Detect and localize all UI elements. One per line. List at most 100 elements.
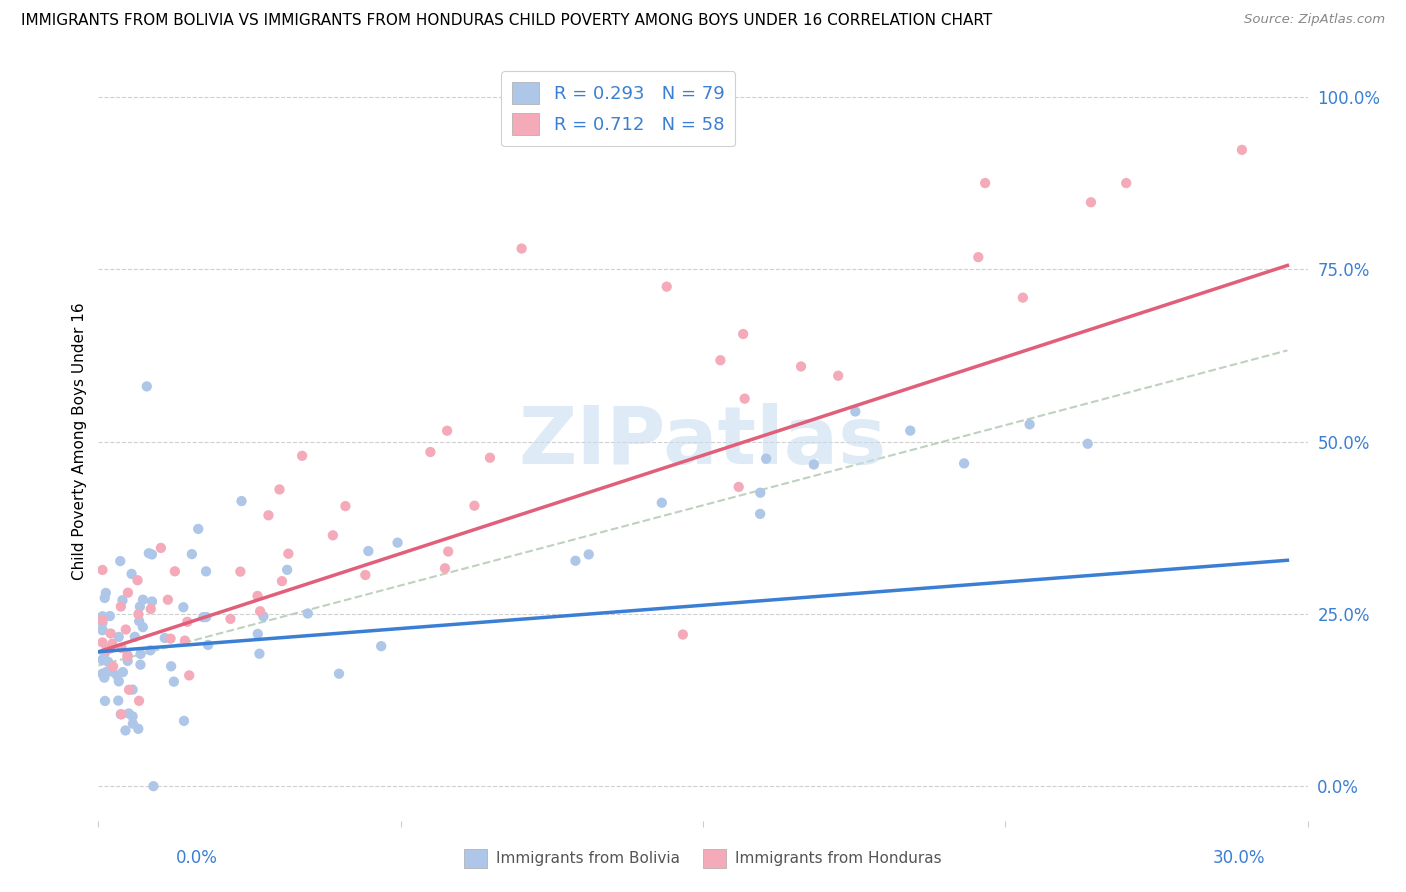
Point [128,694,150,708]
Point [163,674,186,689]
Point [114,623,136,637]
Point [91,609,114,624]
Point [709,353,731,368]
Point [129,657,152,672]
Point [121,682,143,697]
Point [153,631,176,645]
Text: IMMIGRANTS FROM BOLIVIA VS IMMIGRANTS FROM HONDURAS CHILD POVERTY AMONG BOYS UND: IMMIGRANTS FROM BOLIVIA VS IMMIGRANTS FR… [21,13,993,29]
Point [827,368,849,383]
Point [96,643,118,657]
Point [91,563,114,577]
Point [132,592,155,607]
Point [727,480,749,494]
Point [437,544,460,558]
Point [135,379,157,393]
Point [173,633,195,648]
Point [110,707,132,722]
Point [195,565,218,579]
Point [127,574,149,588]
Point [114,723,136,738]
Point [419,445,441,459]
Point [510,242,533,256]
Point [107,630,129,644]
Point [91,615,114,630]
Point [463,499,485,513]
Point [160,659,183,673]
Point [246,627,269,641]
Point [118,682,141,697]
Point [127,607,149,621]
Point [98,609,121,624]
Point [655,279,678,293]
Point [91,666,114,681]
Point [176,615,198,629]
Point [297,607,319,621]
Point [107,693,129,707]
Point [139,643,162,657]
Point [173,714,195,728]
Point [132,620,155,634]
Point [249,647,271,661]
Point [139,602,162,616]
Point [117,649,139,664]
Point [252,609,274,624]
Point [179,668,201,682]
Point [291,449,314,463]
Point [172,600,194,615]
Point [124,630,146,644]
Point [749,507,772,521]
Point [1018,417,1040,432]
Point [249,604,271,618]
Point [141,594,163,608]
Point [322,528,344,542]
Point [128,614,150,628]
Point [101,637,124,651]
Point [219,612,242,626]
Point [110,640,132,655]
Point [1011,291,1033,305]
Point [129,647,152,661]
Point [193,610,215,624]
Point [100,626,122,640]
Point [149,541,172,555]
Point [97,655,120,669]
Point [91,613,114,627]
Point [117,654,139,668]
Point [197,638,219,652]
Point [93,591,115,605]
Point [1115,176,1137,190]
Point [844,404,866,418]
Point [195,610,218,624]
Point [478,450,501,465]
Point [328,666,350,681]
Legend: Immigrants from Bolivia, Immigrants from Honduras: Immigrants from Bolivia, Immigrants from… [458,843,948,873]
Point [357,544,380,558]
Point [433,561,456,575]
Point [91,653,114,667]
Point [436,424,458,438]
Point [1230,143,1253,157]
Point [94,586,117,600]
Point [91,635,114,649]
Point [387,535,409,549]
Point [953,456,976,470]
Point [651,496,673,510]
Point [672,627,695,641]
Text: Source: ZipAtlas.com: Source: ZipAtlas.com [1244,13,1385,27]
Point [974,176,997,190]
Point [100,665,122,679]
Point [93,671,115,685]
Point [100,641,122,656]
Text: ZIPatlas: ZIPatlas [519,402,887,481]
Point [142,779,165,793]
Point [107,674,129,689]
Point [121,566,143,581]
Point [117,585,139,599]
Point [163,564,186,578]
Point [111,593,134,607]
Point [271,574,294,589]
Point [93,647,115,661]
Point [370,639,392,653]
Point [246,589,269,603]
Point [91,624,114,638]
